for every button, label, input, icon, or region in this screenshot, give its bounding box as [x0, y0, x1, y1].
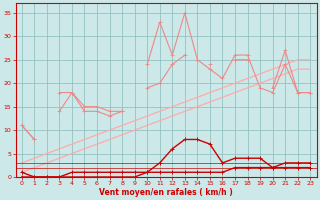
X-axis label: Vent moyen/en rafales ( km/h ): Vent moyen/en rafales ( km/h ): [99, 188, 233, 197]
